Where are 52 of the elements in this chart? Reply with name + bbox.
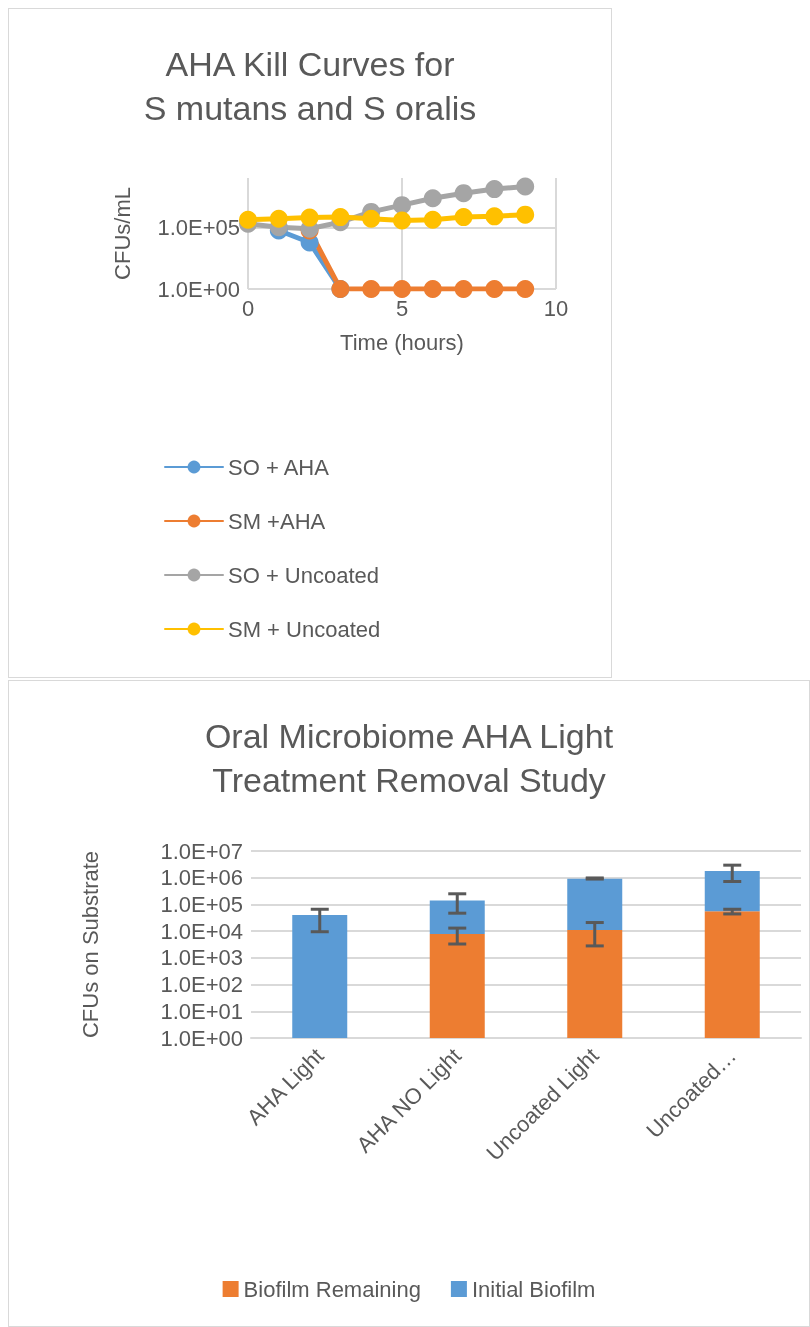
- bar: [567, 930, 623, 1038]
- point: [393, 280, 411, 298]
- legend-label: Initial Biofilm: [471, 1276, 596, 1302]
- point: [485, 180, 504, 199]
- y-tick-label: 1.0E+00: [160, 1025, 243, 1051]
- point: [423, 210, 442, 229]
- y-tick-label: 1.0E+07: [160, 838, 243, 864]
- point: [393, 211, 411, 230]
- y-tick-label: 1.0E+05: [157, 214, 240, 240]
- bar: [704, 871, 760, 912]
- point: [269, 209, 288, 228]
- point: [393, 196, 411, 215]
- point: [362, 209, 381, 228]
- chart-title: Oral Microbiome AHA Light Treatment Removal Study: [204, 717, 614, 799]
- legend-label: Biofilm Remaining: [243, 1276, 421, 1302]
- y-tick-label: 1.0E+06: [160, 865, 243, 891]
- x-tick-label: 10: [543, 295, 569, 321]
- point: [516, 205, 535, 224]
- point: [423, 189, 442, 208]
- y-axis-title: CFUs/mL: [109, 187, 135, 280]
- bar: [429, 934, 485, 1038]
- x-tick-label: 5: [395, 295, 409, 321]
- point: [454, 208, 473, 227]
- y-tick-label: 1.0E+03: [160, 945, 243, 971]
- point: [516, 177, 535, 196]
- point: [454, 184, 473, 203]
- x-axis-title: Time (hours): [340, 329, 464, 355]
- y-tick-label: 1.0E+01: [160, 998, 243, 1024]
- point: [331, 208, 350, 227]
- point: [454, 280, 473, 298]
- chart-title: AHA Kill Curves for S mutans and S oralis: [143, 45, 477, 127]
- point: [485, 207, 504, 226]
- legend-label: SM + Uncoated: [228, 616, 381, 642]
- bar: [704, 911, 760, 1038]
- point: [516, 280, 535, 298]
- bar: [429, 900, 485, 935]
- legend-label: SM +AHA: [228, 508, 326, 534]
- bar: [567, 878, 623, 931]
- point: [300, 208, 319, 227]
- point: [239, 210, 257, 229]
- y-axis-title: CFUs on Substrate: [77, 850, 103, 1039]
- bar: [292, 915, 348, 1038]
- point: [362, 280, 381, 298]
- y-tick-label: 1.0E+02: [160, 972, 243, 998]
- y-tick-label: 1.0E+00: [157, 276, 240, 302]
- legend-label: SO + Uncoated: [228, 562, 380, 588]
- x-tick-label: 0: [241, 295, 255, 321]
- point: [423, 280, 442, 298]
- legend-label: SO + AHA: [228, 454, 330, 480]
- y-tick-label: 1.0E+04: [160, 918, 243, 944]
- y-tick-label: 1.0E+05: [160, 891, 243, 917]
- point: [485, 280, 504, 298]
